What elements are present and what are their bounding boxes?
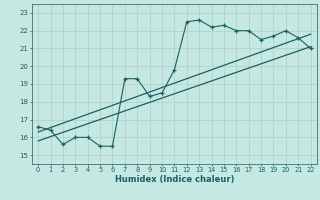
X-axis label: Humidex (Indice chaleur): Humidex (Indice chaleur) [115,175,234,184]
